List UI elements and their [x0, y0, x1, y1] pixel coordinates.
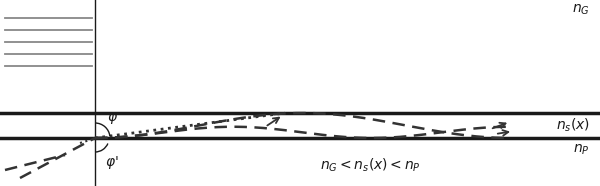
Text: $\varphi$: $\varphi$	[107, 111, 118, 126]
Text: $n_G$: $n_G$	[572, 3, 590, 17]
Text: $n_G < n_s(x) < n_P$: $n_G < n_s(x) < n_P$	[320, 156, 421, 174]
Text: $\varphi$': $\varphi$'	[105, 154, 119, 171]
Text: $n_s(x)$: $n_s(x)$	[556, 116, 590, 134]
Text: $n_P$: $n_P$	[574, 143, 590, 157]
